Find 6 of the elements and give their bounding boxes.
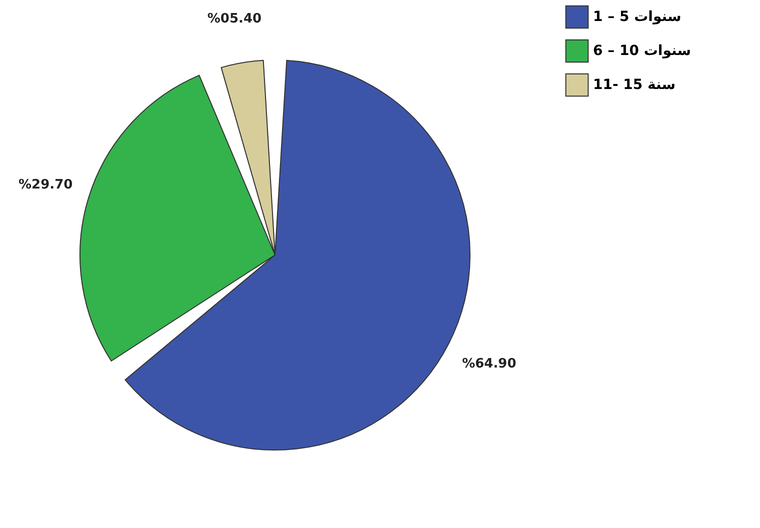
- legend-label: 11- 15 سنة: [593, 77, 676, 93]
- data-label: %29.70: [18, 177, 73, 192]
- legend-label: 1 – 5 سنوات: [593, 9, 682, 25]
- legend-label: 6 – 10 سنوات: [593, 43, 691, 59]
- data-label: %05.40: [207, 11, 262, 26]
- data-label: %64.90: [462, 356, 516, 372]
